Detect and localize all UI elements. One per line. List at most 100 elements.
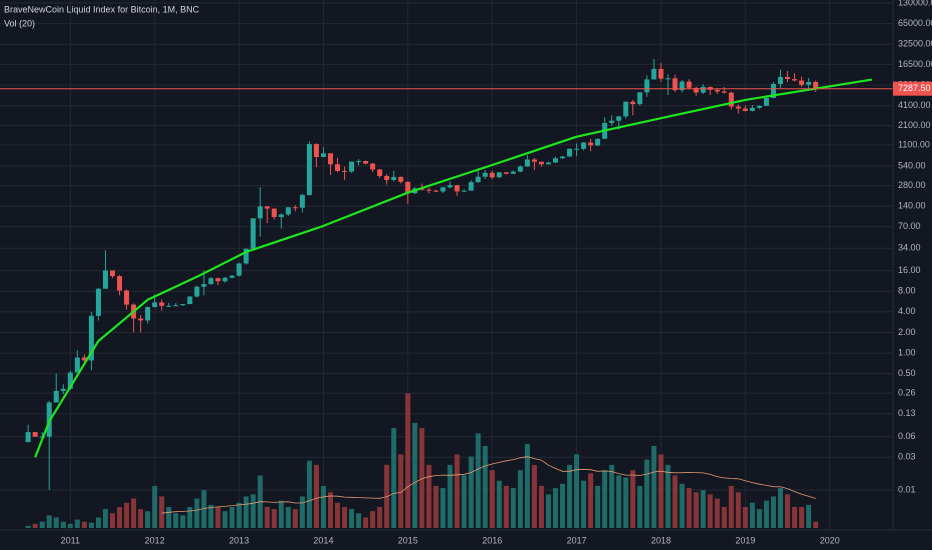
volume-bar — [792, 506, 798, 528]
volume-bar — [67, 523, 73, 528]
volume-bar — [342, 506, 348, 528]
candle-body — [363, 160, 369, 164]
chart-title: BraveNewCoin Liquid Index for Bitcoin, 1… — [4, 4, 200, 14]
candle-body — [306, 144, 312, 195]
candle-body — [714, 89, 720, 92]
y-tick-label: 540.00 — [898, 160, 926, 170]
volume-bar — [74, 519, 80, 528]
candle-body — [222, 277, 228, 282]
y-tick-label: 0.50 — [898, 368, 916, 378]
volume-ma — [161, 456, 816, 514]
volume-bar — [630, 470, 636, 528]
y-tick-label: 16500.00 — [898, 59, 932, 69]
volume-bar — [602, 470, 608, 528]
volume-bar — [440, 488, 446, 528]
volume-bar — [616, 475, 622, 528]
volume-bar — [665, 464, 671, 528]
candle-body — [405, 181, 411, 194]
candle-body — [426, 189, 432, 191]
candle-body — [454, 185, 460, 192]
y-tick-label: 32500.00 — [898, 39, 932, 49]
volume-bar — [349, 509, 355, 528]
volume-bar — [405, 393, 411, 528]
candle-body — [792, 79, 798, 81]
candle-body — [609, 120, 615, 123]
candle-body — [665, 78, 671, 80]
x-tick-label: 2011 — [61, 535, 80, 545]
candle-body — [503, 172, 509, 174]
volume-bar — [32, 523, 38, 528]
candle-body — [391, 176, 397, 180]
candle-body — [651, 68, 657, 80]
volume-bar — [363, 517, 369, 528]
candle-body — [538, 161, 544, 165]
volume-bar — [187, 506, 193, 528]
candle-body — [159, 302, 165, 306]
candle-body — [88, 315, 94, 361]
volume-bar — [799, 506, 805, 528]
volume-bar — [243, 496, 249, 528]
price-label-box — [893, 81, 932, 96]
volume-bar — [173, 513, 179, 528]
volume-bar — [567, 464, 573, 528]
volume-bar — [391, 428, 397, 528]
candle-body — [285, 207, 291, 215]
candle-body — [257, 206, 263, 219]
candle-body — [173, 305, 179, 307]
x-tick-label: 2012 — [145, 535, 165, 545]
candle-body — [356, 160, 362, 162]
candle-body — [482, 172, 488, 177]
volume-bar — [756, 509, 762, 528]
volume-bar — [110, 513, 116, 528]
candle-body — [595, 138, 601, 146]
volume-bar — [124, 502, 130, 528]
candle-body — [742, 108, 748, 111]
candle-body — [102, 270, 108, 289]
candle-body — [236, 263, 242, 276]
candle-body — [299, 194, 305, 208]
candle-body — [510, 171, 516, 174]
candle-body — [201, 284, 207, 287]
volume-bar — [60, 521, 66, 528]
candle-body — [637, 92, 643, 105]
candle-body — [327, 153, 333, 165]
volume-bar — [88, 522, 94, 528]
candle-body — [728, 92, 734, 107]
volume-bar — [320, 485, 326, 528]
x-tick-label: 2019 — [735, 535, 755, 545]
volume-pane — [25, 393, 819, 528]
candle-body — [489, 172, 495, 178]
candle-body — [278, 214, 284, 218]
candle-body — [81, 357, 87, 361]
candle-body — [208, 278, 214, 285]
volume-bar — [81, 521, 87, 528]
volume-bar — [777, 488, 783, 528]
volume-bar — [208, 504, 214, 528]
volume-bar — [651, 445, 657, 528]
y-tick-label: 1.00 — [898, 347, 916, 357]
volume-bar — [327, 492, 333, 528]
volume-bar — [581, 480, 587, 528]
volume-bar — [785, 494, 791, 528]
candle-body — [616, 116, 622, 121]
candle-body — [349, 161, 355, 172]
volume-bar — [25, 525, 31, 528]
candle-body — [250, 218, 256, 249]
volume-bar — [482, 445, 488, 528]
candle-body — [384, 175, 390, 180]
y-tick-label: 1100.00 — [898, 139, 930, 149]
candle-body — [644, 79, 650, 93]
candle-body — [545, 162, 551, 165]
candle-body — [806, 81, 812, 85]
volume-bar — [102, 509, 108, 528]
volume-bar — [131, 498, 137, 528]
volume-bar — [644, 459, 650, 528]
volume-bar — [152, 485, 158, 528]
y-tick-label: 8.00 — [898, 286, 916, 296]
candle-body — [32, 432, 38, 437]
volume-bar — [693, 492, 699, 528]
candle-body — [567, 148, 573, 157]
volume-bar — [194, 498, 200, 528]
volume-bar — [222, 511, 228, 528]
y-tick-label: 0.13 — [898, 408, 916, 418]
